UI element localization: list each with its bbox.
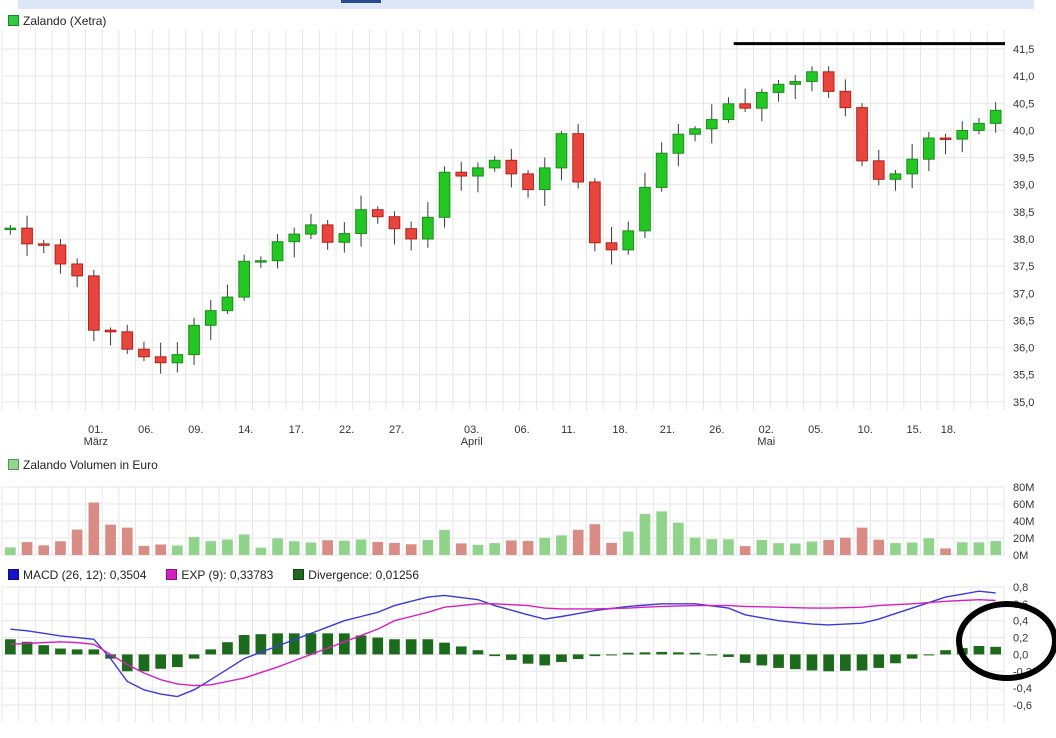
svg-text:10.: 10. (858, 424, 873, 436)
svg-text:15.: 15. (907, 424, 922, 436)
svg-text:Mai: Mai (757, 436, 775, 448)
svg-text:18.: 18. (612, 424, 627, 436)
svg-text:März: März (84, 436, 108, 448)
svg-text:27.: 27. (389, 424, 404, 436)
svg-text:39,5: 39,5 (1013, 153, 1034, 165)
svg-text:14.: 14. (238, 424, 253, 436)
svg-text:35,0: 35,0 (1013, 397, 1034, 409)
svg-text:40M: 40M (1013, 516, 1034, 528)
svg-text:0,8: 0,8 (1013, 582, 1028, 594)
svg-text:40,5: 40,5 (1013, 98, 1034, 110)
svg-text:22.: 22. (339, 424, 354, 436)
svg-text:37,0: 37,0 (1013, 288, 1034, 300)
svg-text:-0,4: -0,4 (1013, 683, 1032, 695)
svg-text:38,0: 38,0 (1013, 234, 1034, 246)
svg-text:80M: 80M (1013, 482, 1034, 494)
svg-text:20M: 20M (1013, 533, 1034, 545)
svg-text:39,0: 39,0 (1013, 180, 1034, 192)
svg-text:03.: 03. (464, 424, 479, 436)
svg-text:18.: 18. (941, 424, 956, 436)
svg-text:-0,6: -0,6 (1013, 700, 1032, 712)
svg-text:01.: 01. (88, 424, 103, 436)
svg-text:09.: 09. (188, 424, 203, 436)
svg-text:60M: 60M (1013, 499, 1034, 511)
svg-text:26.: 26. (709, 424, 724, 436)
svg-text:40,0: 40,0 (1013, 125, 1034, 137)
svg-text:35,5: 35,5 (1013, 370, 1034, 382)
svg-text:17.: 17. (289, 424, 304, 436)
svg-text:02.: 02. (759, 424, 774, 436)
svg-text:41,5: 41,5 (1013, 44, 1034, 56)
svg-text:0M: 0M (1013, 550, 1028, 562)
svg-text:April: April (461, 436, 483, 448)
svg-text:05.: 05. (808, 424, 823, 436)
svg-text:36,0: 36,0 (1013, 343, 1034, 355)
svg-text:38,5: 38,5 (1013, 207, 1034, 219)
svg-text:36,5: 36,5 (1013, 315, 1034, 327)
svg-text:11.: 11. (561, 424, 575, 436)
svg-text:41,0: 41,0 (1013, 71, 1034, 83)
svg-text:06.: 06. (138, 424, 153, 436)
svg-text:06.: 06. (514, 424, 529, 436)
svg-text:21.: 21. (660, 424, 675, 436)
svg-text:37,5: 37,5 (1013, 261, 1034, 273)
